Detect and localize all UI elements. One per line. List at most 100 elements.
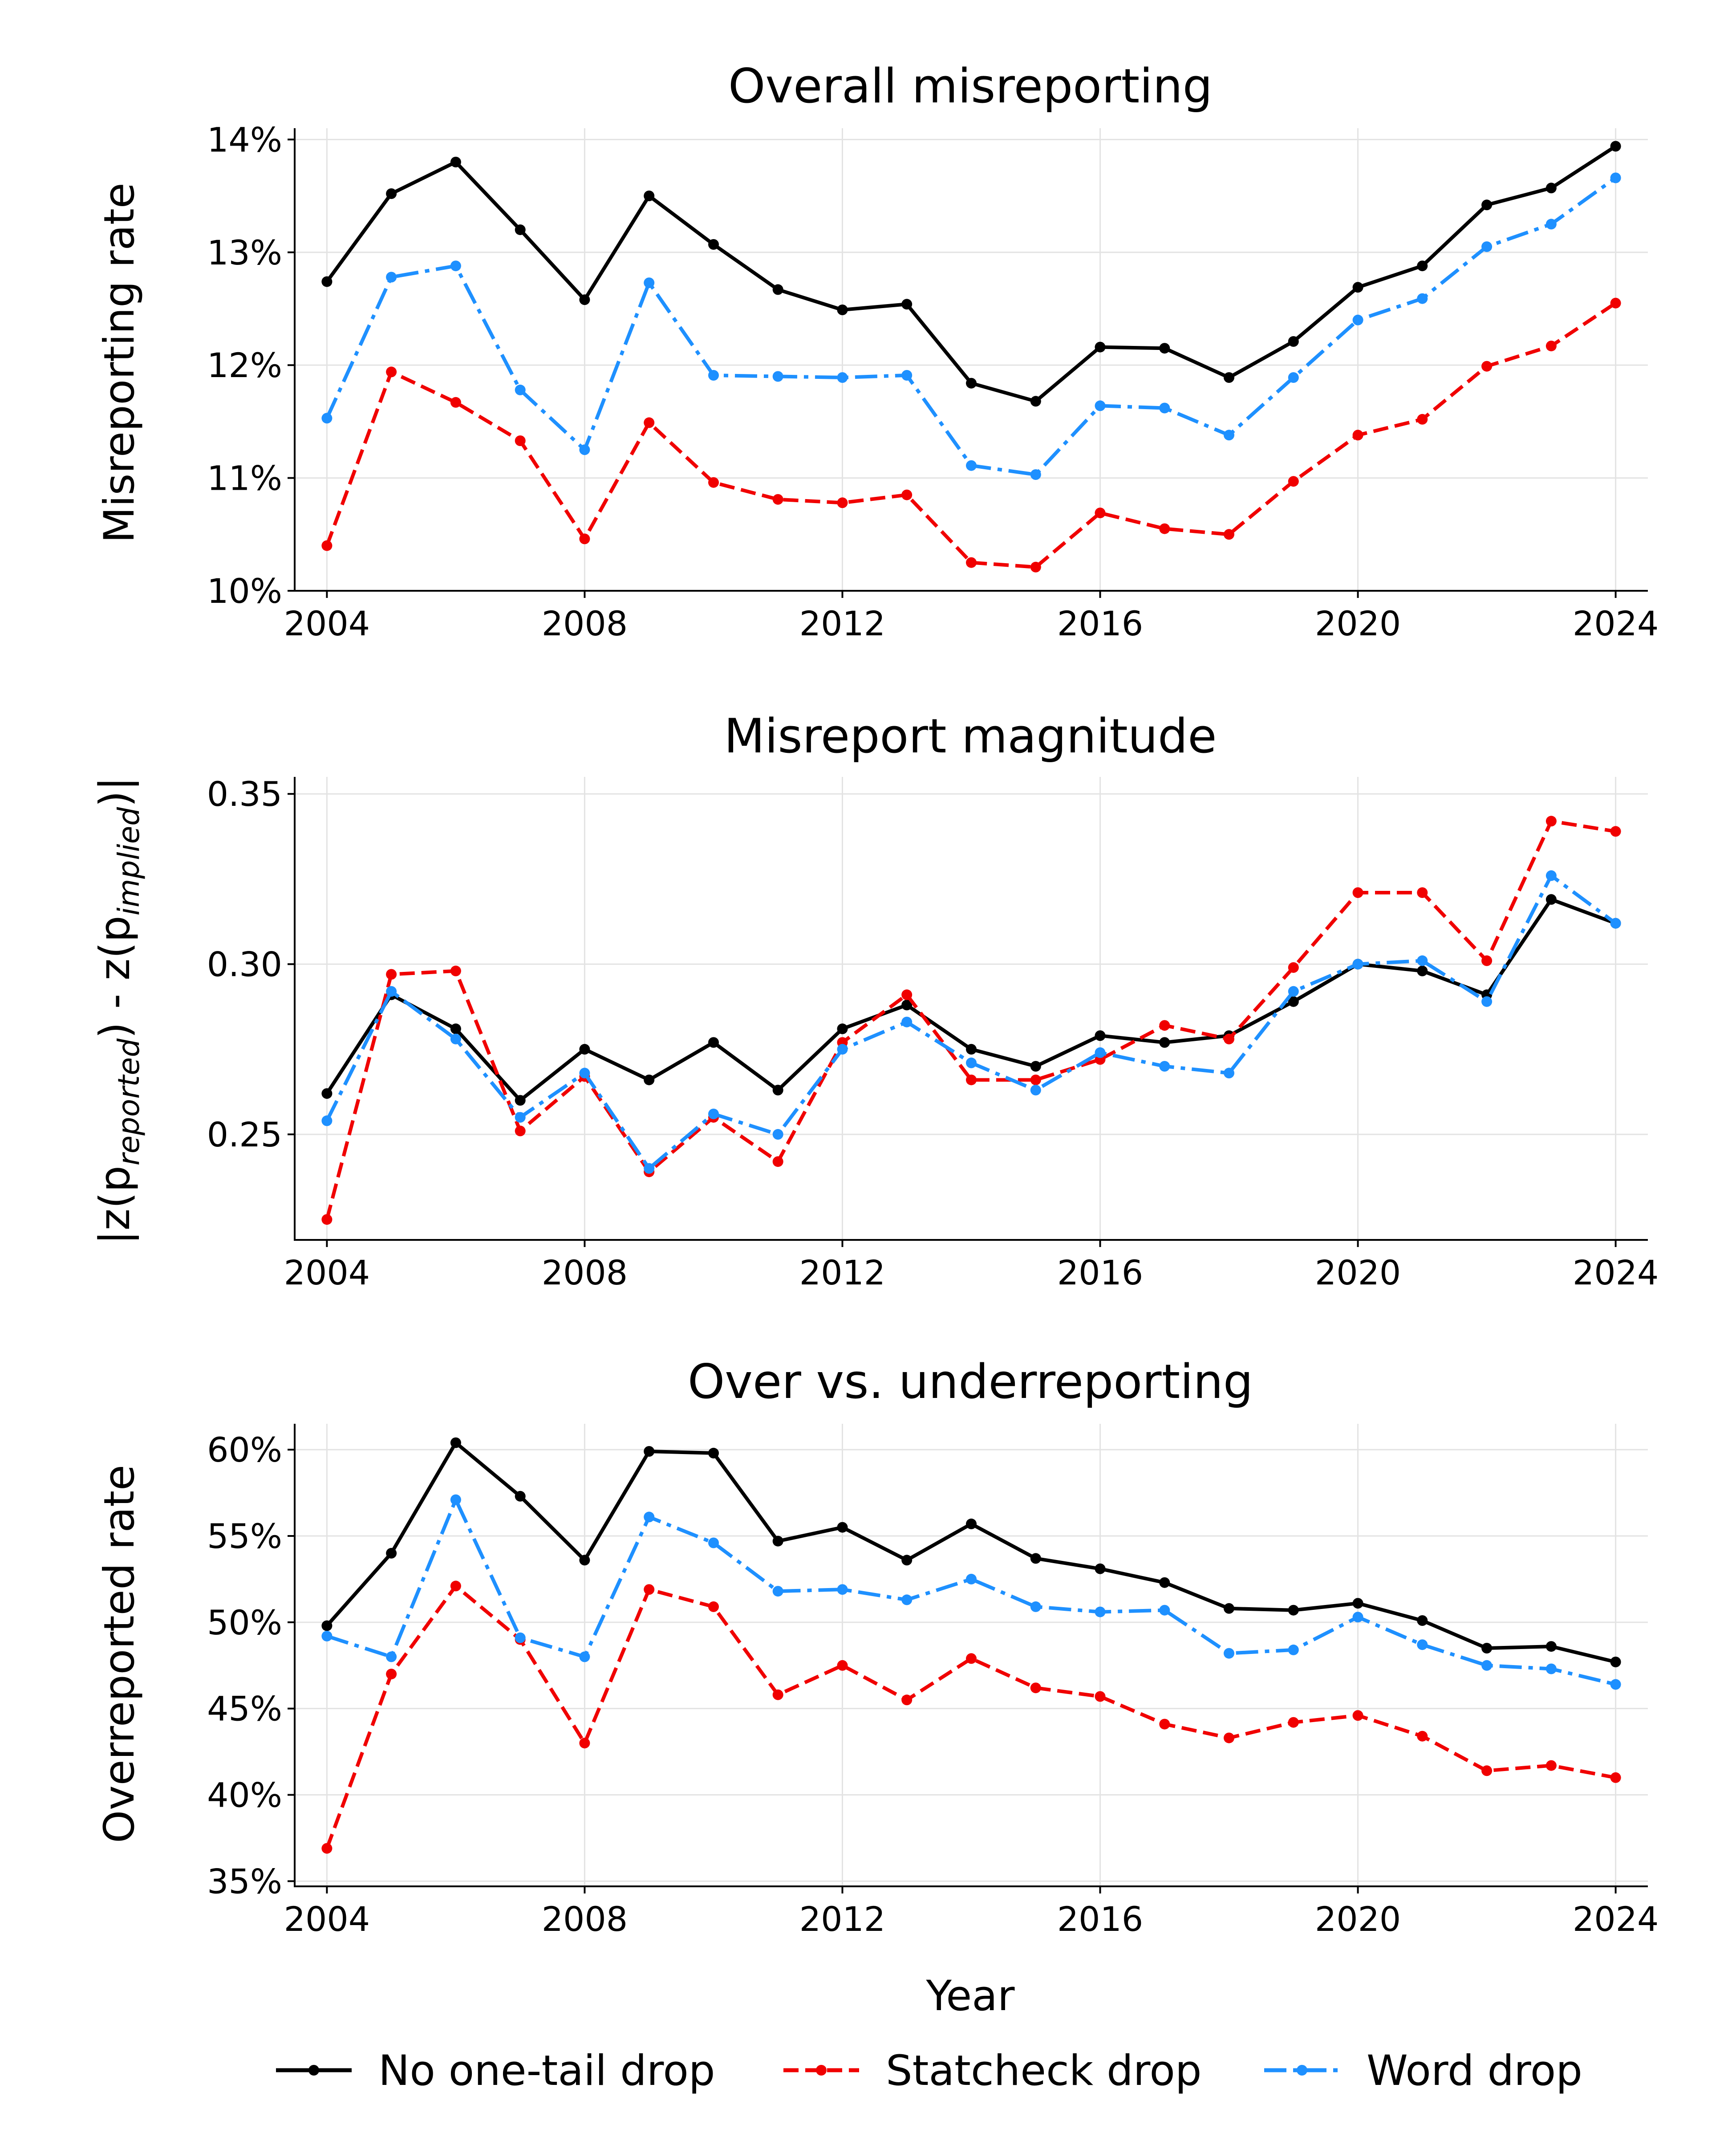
panel-2-point-word-drop-2009 [644, 1163, 655, 1174]
panel-3-point-word-drop-2008 [579, 1651, 590, 1662]
panel-1-point-word-drop-2017 [1159, 402, 1170, 414]
panel-3-point-word-drop-2021 [1417, 1639, 1428, 1650]
panel-3-point-no-one-tail-drop-2007 [515, 1491, 526, 1502]
panel-1-point-word-drop-2013 [901, 370, 913, 381]
panel-1-point-no-one-tail-drop-2013 [901, 299, 913, 310]
panel-1-point-no-one-tail-drop-2022 [1481, 199, 1493, 211]
panel-1-point-word-drop-2020 [1352, 314, 1363, 325]
panel-2-point-statcheck-drop-2007 [515, 1125, 526, 1137]
panel-3-point-no-one-tail-drop-2021 [1417, 1615, 1428, 1626]
panel-2-point-statcheck-drop-2022 [1481, 955, 1493, 966]
panel-3-xtick-label-2020: 2020 [1315, 1899, 1401, 1939]
panel-1-ticks: 2004 2008 2012 2016 2020 2024 10% 11% 12% 13% 14% [207, 120, 1659, 643]
panel-2-point-no-one-tail-drop-2006 [450, 1023, 461, 1034]
panel-1-point-no-one-tail-drop-2006 [450, 157, 461, 167]
panel-2-point-statcheck-drop-2004 [321, 1214, 333, 1225]
panel-1-point-statcheck-drop-2008 [579, 533, 590, 544]
panel-2-ylabel: |z(preported) - z(pimplied)| [91, 777, 146, 1245]
panel-3-point-statcheck-drop-2014 [966, 1653, 977, 1664]
panel-1-point-statcheck-drop-2020 [1352, 430, 1363, 441]
panel-3-point-statcheck-drop-2011 [772, 1689, 783, 1700]
panel-1-point-word-drop-2014 [966, 460, 977, 471]
panel-2-xtick-label-2004: 2004 [284, 1253, 370, 1292]
panel-3-point-word-drop-2017 [1159, 1605, 1170, 1616]
panel-1-point-word-drop-2011 [772, 371, 783, 382]
panel-2-xtick-label-2020: 2020 [1315, 1253, 1401, 1292]
panel-1-point-statcheck-drop-2014 [966, 557, 977, 568]
panel-2-point-word-drop-2008 [579, 1068, 590, 1079]
legend-marker-word-drop [1297, 2065, 1307, 2076]
panel-2-point-word-drop-2023 [1545, 870, 1557, 881]
panel-3-point-no-one-tail-drop-2020 [1352, 1598, 1363, 1609]
panel-3-point-word-drop-2009 [644, 1511, 655, 1523]
panel-2-ytick-label-0-35: 0.35 [207, 774, 282, 814]
panel-2-point-statcheck-drop-2023 [1545, 816, 1557, 827]
panel-2-ytick-label-0-30: 0.30 [207, 945, 282, 984]
panel-1-point-statcheck-drop-2021 [1417, 414, 1428, 425]
panel-1-point-no-one-tail-drop-2004 [321, 276, 333, 287]
legend-marker-no-one-tail-drop [308, 2065, 319, 2076]
panel-1-point-no-one-tail-drop-2010 [708, 239, 719, 250]
panel-1-title: Overall misreporting [728, 59, 1213, 114]
panel-3-point-no-one-tail-drop-2016 [1095, 1563, 1106, 1574]
panel-1-point-no-one-tail-drop-2009 [644, 191, 655, 201]
panel-2-point-word-drop-2007 [515, 1112, 526, 1123]
panel-3-point-statcheck-drop-2023 [1545, 1760, 1557, 1771]
panel-3-point-no-one-tail-drop-2009 [644, 1446, 655, 1457]
legend-label-statcheck-drop: Statcheck drop [886, 2047, 1202, 2095]
panel-2-point-no-one-tail-drop-2011 [772, 1085, 783, 1096]
panel-2-point-word-drop-2004 [321, 1115, 333, 1126]
panel-1-point-no-one-tail-drop-2011 [772, 284, 783, 295]
panel-3-point-statcheck-drop-2006 [450, 1580, 461, 1592]
panel-3-line-statcheck-drop [325, 1584, 1616, 1849]
panel-2-point-statcheck-drop-2018 [1224, 1033, 1234, 1044]
panel-2-point-no-one-tail-drop-2021 [1417, 965, 1428, 976]
legend-entry-word-drop: Word drop [1264, 2047, 1582, 2095]
panel-misreport-magnitude: Misreport magnitude |z(preported) - z(pi… [91, 709, 1659, 1292]
panel-1-xtick-label-2004: 2004 [284, 604, 370, 643]
legend-marker-statcheck-drop [816, 2065, 827, 2076]
legend-label-no-one-tail-drop: No one-tail drop [378, 2047, 715, 2095]
panel-2-point-no-one-tail-drop-2012 [837, 1023, 848, 1034]
panel-1-point-no-one-tail-drop-2015 [1030, 396, 1041, 407]
panel-2-point-statcheck-drop-2024 [1610, 826, 1621, 837]
panel-3-line-word-drop [326, 1498, 1616, 1686]
panel-3-point-no-one-tail-drop-2011 [772, 1536, 783, 1547]
panel-1-point-statcheck-drop-2006 [450, 397, 461, 408]
panel-3-point-no-one-tail-drop-2017 [1159, 1577, 1170, 1588]
panel-2-point-word-drop-2014 [966, 1057, 977, 1068]
panel-1-series [321, 141, 1621, 573]
panel-3-point-statcheck-drop-2013 [901, 1694, 913, 1706]
panel-3-point-statcheck-drop-2004 [321, 1843, 333, 1854]
panel-3-point-word-drop-2005 [386, 1651, 397, 1662]
panel-2-point-no-one-tail-drop-2004 [321, 1088, 333, 1099]
panel-3-point-no-one-tail-drop-2024 [1610, 1657, 1621, 1667]
panel-3-point-no-one-tail-drop-2008 [579, 1555, 590, 1566]
panel-3-point-no-one-tail-drop-2014 [966, 1518, 977, 1529]
panel-2-ylabel-subscript-2: implied [112, 807, 146, 916]
panel-3-point-word-drop-2020 [1352, 1612, 1363, 1623]
panel-2-point-statcheck-drop-2006 [450, 965, 461, 976]
panel-1-point-statcheck-drop-2023 [1545, 341, 1557, 352]
panel-3-point-word-drop-2004 [321, 1630, 333, 1641]
panel-2-point-word-drop-2022 [1481, 996, 1493, 1007]
panel-over-vs-underreporting: Over vs. underreporting Overreported rat… [95, 1354, 1659, 2020]
panel-1-axes-spine [294, 128, 1648, 592]
panel-1-point-no-one-tail-drop-2017 [1159, 343, 1170, 354]
panel-2-title: Misreport magnitude [724, 709, 1217, 764]
panel-1-xtick-label-2016: 2016 [1057, 604, 1143, 643]
panel-1-point-word-drop-2010 [708, 370, 719, 381]
panel-2-point-statcheck-drop-2021 [1417, 887, 1428, 898]
panel-3-point-word-drop-2019 [1288, 1644, 1299, 1655]
panel-1-ytick-label-13: 13% [207, 233, 282, 272]
panel-3-point-word-drop-2006 [450, 1494, 461, 1505]
panel-3-point-no-one-tail-drop-2013 [901, 1555, 913, 1566]
panel-1-point-statcheck-drop-2018 [1224, 529, 1234, 540]
panel-1-point-statcheck-drop-2005 [386, 366, 397, 378]
panel-1-xtick-label-2012: 2012 [799, 604, 885, 643]
panel-2-point-word-drop-2024 [1610, 918, 1621, 929]
panel-2-point-word-drop-2010 [708, 1109, 719, 1120]
panel-2-point-no-one-tail-drop-2013 [901, 999, 913, 1011]
panel-3-point-no-one-tail-drop-2005 [386, 1548, 397, 1559]
panel-3-point-no-one-tail-drop-2015 [1030, 1553, 1041, 1564]
